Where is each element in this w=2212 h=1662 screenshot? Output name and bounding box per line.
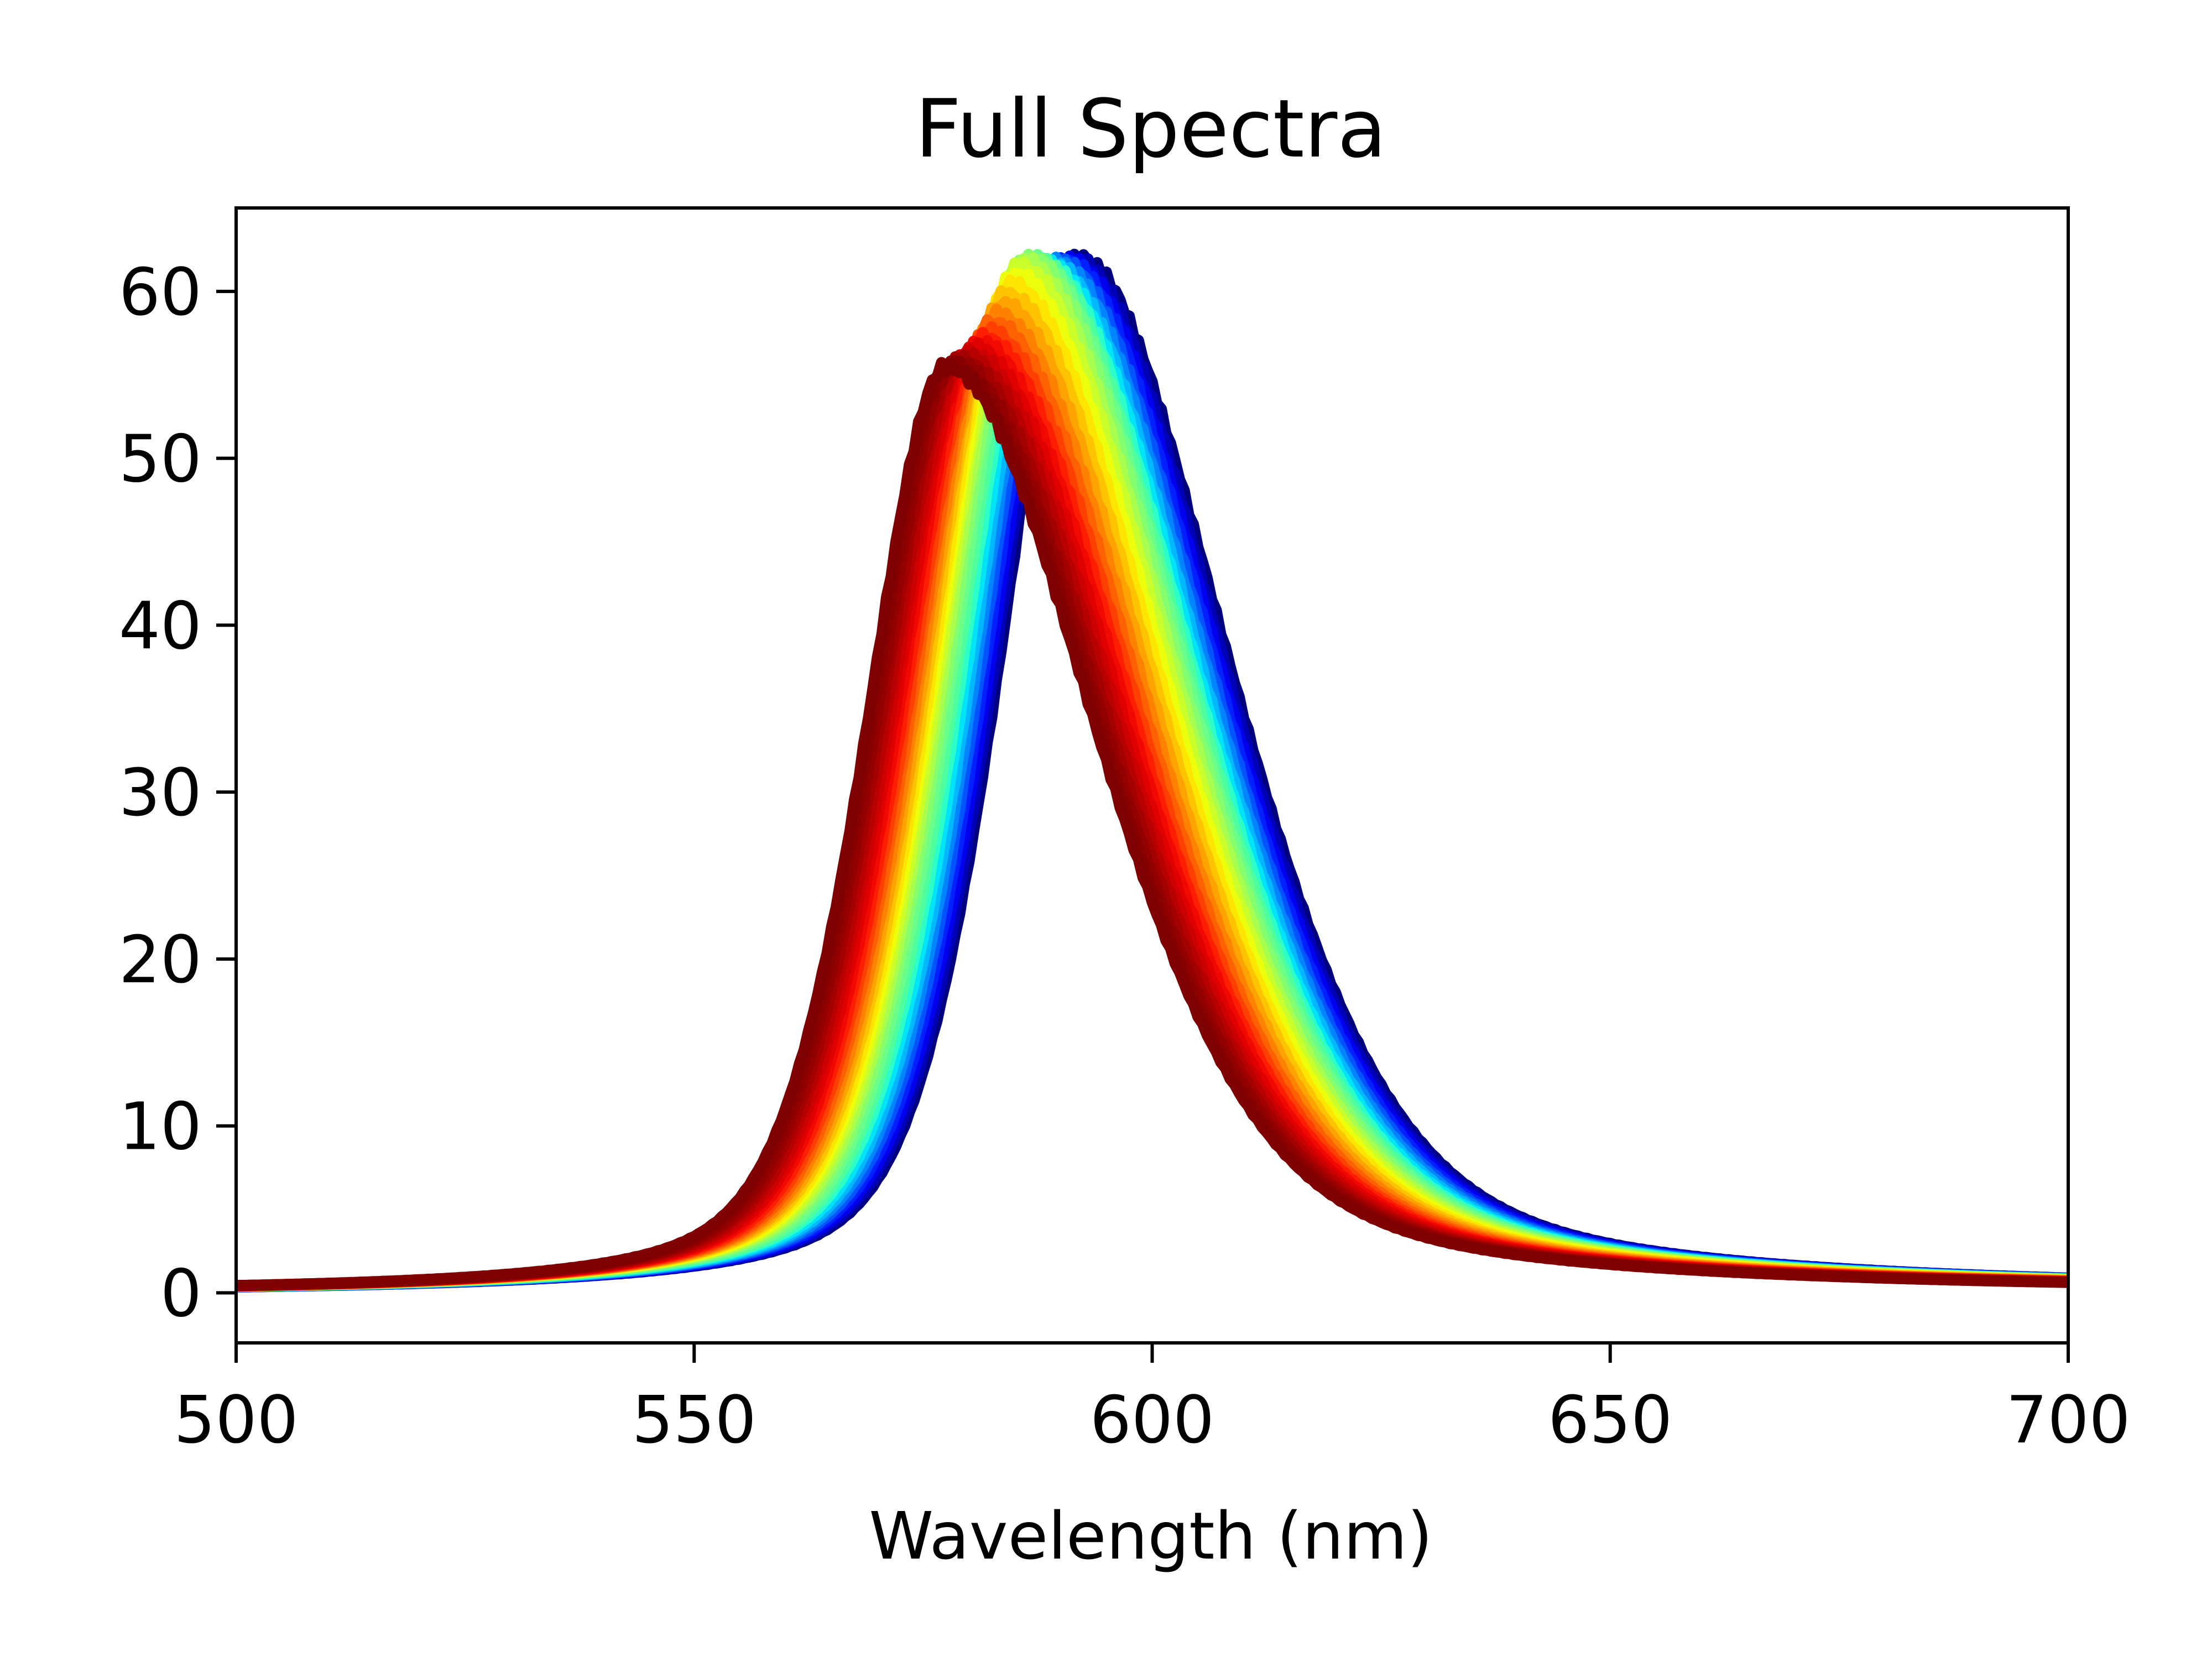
y-tick-label: 30 xyxy=(119,754,202,831)
y-tick-label: 60 xyxy=(119,254,202,330)
y-tick-label: 20 xyxy=(119,921,202,998)
spectrum-series-line xyxy=(235,357,2069,1291)
x-tick-label: 700 xyxy=(2006,1382,2130,1458)
y-tick-label: 0 xyxy=(160,1255,202,1331)
x-tick-label: 500 xyxy=(174,1382,298,1458)
series-layer xyxy=(235,248,2069,1293)
x-axis-label: Wavelength (nm) xyxy=(869,1498,1432,1574)
x-tick-label: 550 xyxy=(632,1382,757,1458)
y-axis: 0 10 20 30 40 50 60 xyxy=(119,254,236,1331)
x-axis: 500 550 600 650 700 xyxy=(174,1343,2131,1458)
y-tick-label: 10 xyxy=(119,1088,202,1165)
x-tick-label: 600 xyxy=(1090,1382,1214,1458)
chart-title: Full Spectra xyxy=(915,82,1386,176)
y-tick-label: 50 xyxy=(119,421,202,497)
x-tick-label: 650 xyxy=(1548,1382,1672,1458)
y-tick-label: 40 xyxy=(119,587,202,664)
